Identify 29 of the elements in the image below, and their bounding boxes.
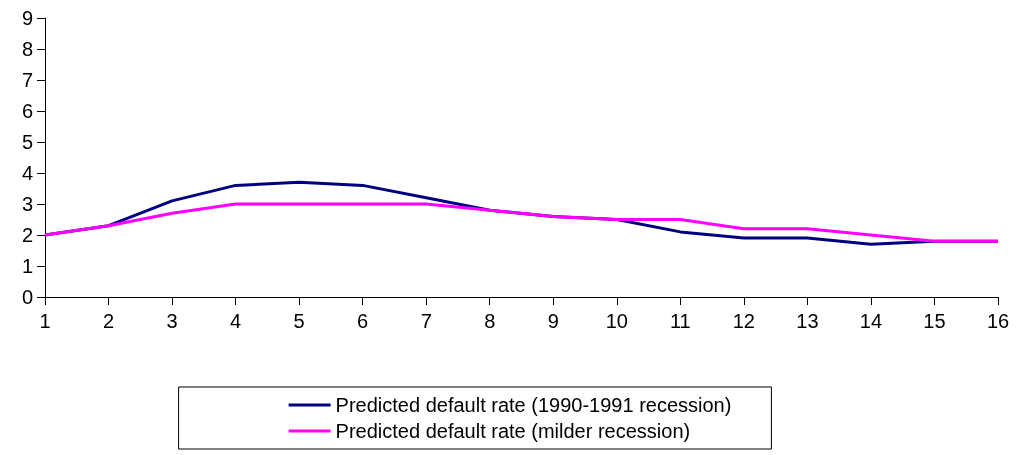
x-tick-label: 7 <box>420 310 432 332</box>
y-tick-label: 5 <box>21 131 33 153</box>
x-tick-label: 1 <box>39 310 51 332</box>
x-tick-label: 8 <box>484 310 496 332</box>
x-tick-label: 3 <box>166 310 178 332</box>
x-tick-label: 15 <box>923 310 946 332</box>
x-tick-label: 12 <box>732 310 755 332</box>
x-tick-label: 11 <box>669 310 691 332</box>
y-tick-label: 2 <box>21 224 33 246</box>
y-tick-label: 1 <box>21 255 33 277</box>
legend-label: Predicted default rate (milder recession) <box>335 420 691 442</box>
x-tick-label: 10 <box>605 310 628 332</box>
x-tick-label: 16 <box>986 310 1010 332</box>
legend-label: Predicted default rate (1990-1991 recession) <box>335 394 732 416</box>
x-tick-label: 5 <box>293 310 305 332</box>
x-tick-label: 4 <box>230 310 242 332</box>
line-series <box>43 202 1000 243</box>
x-tick-label: 9 <box>547 310 559 332</box>
y-tick-label: 4 <box>21 162 33 184</box>
x-tick-label: 13 <box>796 310 819 332</box>
y-tick-label: 6 <box>21 100 33 122</box>
x-tick-label: 6 <box>357 310 369 332</box>
y-tick-label: 8 <box>21 38 33 60</box>
y-tick-label: 7 <box>21 69 33 91</box>
x-tick-label: 14 <box>859 310 883 332</box>
x-tick-label: 2 <box>102 310 115 332</box>
y-tick-label: 3 <box>21 193 33 215</box>
y-tick-label: 0 <box>21 286 33 308</box>
y-tick-label: 9 <box>21 7 33 29</box>
